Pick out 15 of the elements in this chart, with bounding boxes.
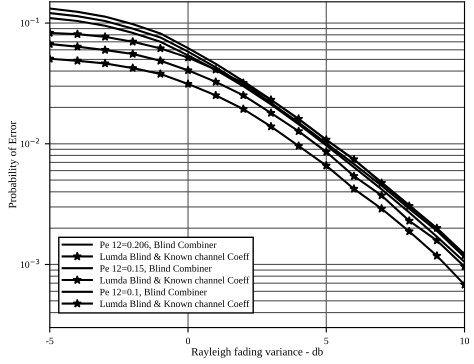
- x-tick-label: -5: [46, 338, 54, 344]
- y-tick-label: 10$^{−1}$: [20, 18, 40, 26]
- x-tick-label: 5: [324, 338, 328, 344]
- y-axis-title: Probability of Error: [8, 120, 19, 208]
- legend-label: Pe 12=0.1, Blind Combiner: [100, 288, 207, 297]
- legend-label: Lumda Blind & Known channel Coeff: [100, 300, 250, 308]
- y-tick-label: 10$^{−2}$: [20, 138, 40, 148]
- y-tick-label: 10$^{−3}$: [20, 259, 40, 268]
- x-tick-label: 0: [186, 338, 190, 344]
- legend-label: Pe 12=0.206, Blind Combiner: [100, 241, 217, 250]
- x-axis-title: Rayleigh fading variance - db: [191, 348, 323, 358]
- x-tick-label: 10: [460, 338, 470, 344]
- legend-label: Lumda Blind & Known channel Coeff: [100, 252, 250, 260]
- legend-label: Lumda Blind & Known channel Coeff: [100, 276, 250, 284]
- legend-label: Pe 12=0.15, Blind Combiner: [100, 264, 212, 274]
